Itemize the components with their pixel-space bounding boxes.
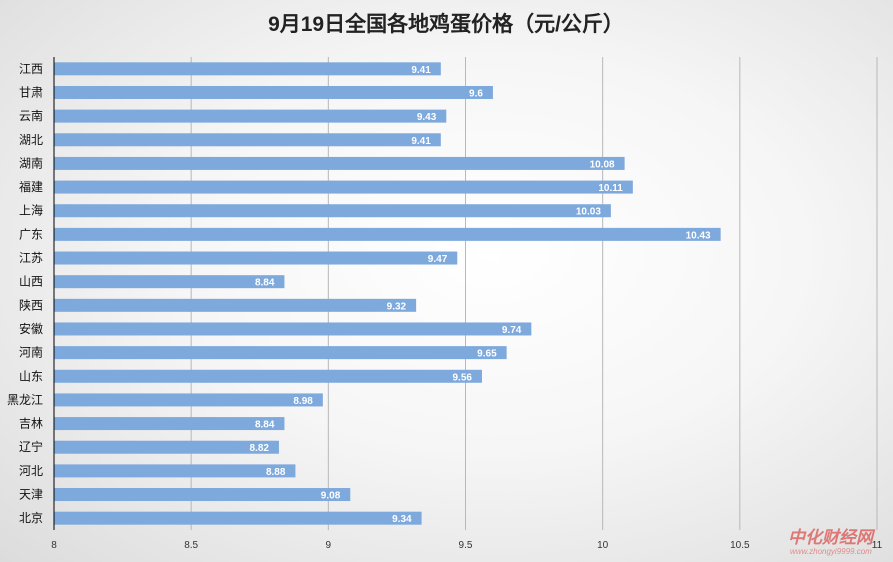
bar xyxy=(54,275,285,289)
bar-value-label: 9.41 xyxy=(411,136,431,147)
x-tick-label: 9.5 xyxy=(459,540,473,551)
category-label: 江苏 xyxy=(19,251,43,265)
bar xyxy=(54,440,279,454)
bar-value-label: 9.47 xyxy=(428,254,448,265)
bar xyxy=(54,464,296,478)
bar-value-label: 10.08 xyxy=(590,159,615,170)
bar-value-label: 8.88 xyxy=(266,467,286,478)
value-labels: 9.41 9.6 9.43 9.41 10.08 10.11 10.03 10.43 9.47 8… xyxy=(249,65,711,525)
x-tick-label: 10 xyxy=(597,540,609,551)
bar-value-label: 8.84 xyxy=(255,420,275,431)
category-label: 甘肃 xyxy=(19,85,43,99)
bar xyxy=(54,62,441,76)
bar-value-label: 10.03 xyxy=(576,207,601,218)
bar xyxy=(54,393,323,407)
category-label: 河北 xyxy=(19,464,43,478)
bars xyxy=(54,62,721,525)
category-label: 湖南 xyxy=(19,155,43,170)
bar xyxy=(54,346,507,360)
bar xyxy=(54,511,422,525)
bar xyxy=(54,85,493,99)
category-labels: 江西甘肃云南湖北湖南福建上海广东江苏山西陕西安徽河南山东黑龙江吉林辽宁河北天津北… xyxy=(7,62,43,525)
category-label: 福建 xyxy=(19,179,43,194)
bar-value-label: 9.41 xyxy=(411,65,431,76)
category-label: 陕西 xyxy=(19,297,43,312)
bar-value-label: 10.43 xyxy=(686,230,711,241)
bar-value-label: 9.74 xyxy=(502,325,522,336)
bar xyxy=(54,109,447,123)
bar xyxy=(54,369,482,383)
category-label: 云南 xyxy=(19,108,43,123)
category-label: 天津 xyxy=(19,488,43,502)
bar xyxy=(54,133,441,147)
bar-value-label: 10.11 xyxy=(598,183,623,194)
bar-value-label: 8.84 xyxy=(255,278,275,289)
bar xyxy=(54,488,351,502)
bar xyxy=(54,180,633,194)
category-label: 河南 xyxy=(19,345,43,360)
category-label: 黑龙江 xyxy=(7,393,43,407)
bar-value-label: 9.34 xyxy=(392,514,412,525)
category-label: 北京 xyxy=(19,511,43,525)
bar xyxy=(54,322,532,336)
bar-value-label: 9.43 xyxy=(417,112,437,123)
bar-value-label: 9.32 xyxy=(387,301,407,312)
bar-value-label: 8.82 xyxy=(249,443,269,454)
bar-value-label: 9.56 xyxy=(452,372,472,383)
x-tick-label: 10.5 xyxy=(730,540,750,551)
x-tick-label: 8 xyxy=(51,540,57,551)
category-label: 江西 xyxy=(19,62,43,76)
x-tick-labels: 8 8.5 9 9.5 10 10.5 11 xyxy=(51,540,882,551)
chart-title: 9月19日全国各地鸡蛋价格（元/公斤） xyxy=(268,12,624,36)
grid-lines xyxy=(190,57,878,530)
bar-value-label: 9.6 xyxy=(469,88,483,99)
category-label: 广东 xyxy=(19,227,43,241)
x-tick-label: 9 xyxy=(326,540,332,551)
bar-value-label: 9.08 xyxy=(321,491,341,502)
x-tick-label: 11 xyxy=(872,540,883,551)
bar xyxy=(54,156,625,170)
watermark-logo: 中化财经网 www.zhongyi9999.com xyxy=(788,528,876,556)
bar xyxy=(54,227,721,241)
bar-value-label: 8.98 xyxy=(293,396,313,407)
category-label: 上海 xyxy=(19,203,43,218)
category-label: 山西 xyxy=(19,275,43,289)
bar xyxy=(54,298,417,312)
category-label: 吉林 xyxy=(19,417,43,431)
category-label: 山东 xyxy=(19,369,43,383)
category-label: 湖北 xyxy=(19,132,43,147)
watermark-url: www.zhongyi9999.com xyxy=(790,547,872,556)
bar xyxy=(54,417,285,431)
category-label: 辽宁 xyxy=(19,439,43,454)
watermark-text: 中化财经网 xyxy=(788,528,876,547)
bar xyxy=(54,251,458,265)
bar xyxy=(54,204,611,218)
category-label: 安徽 xyxy=(19,321,43,336)
bar-value-label: 9.65 xyxy=(477,349,497,360)
x-tick-label: 8.5 xyxy=(184,540,198,551)
